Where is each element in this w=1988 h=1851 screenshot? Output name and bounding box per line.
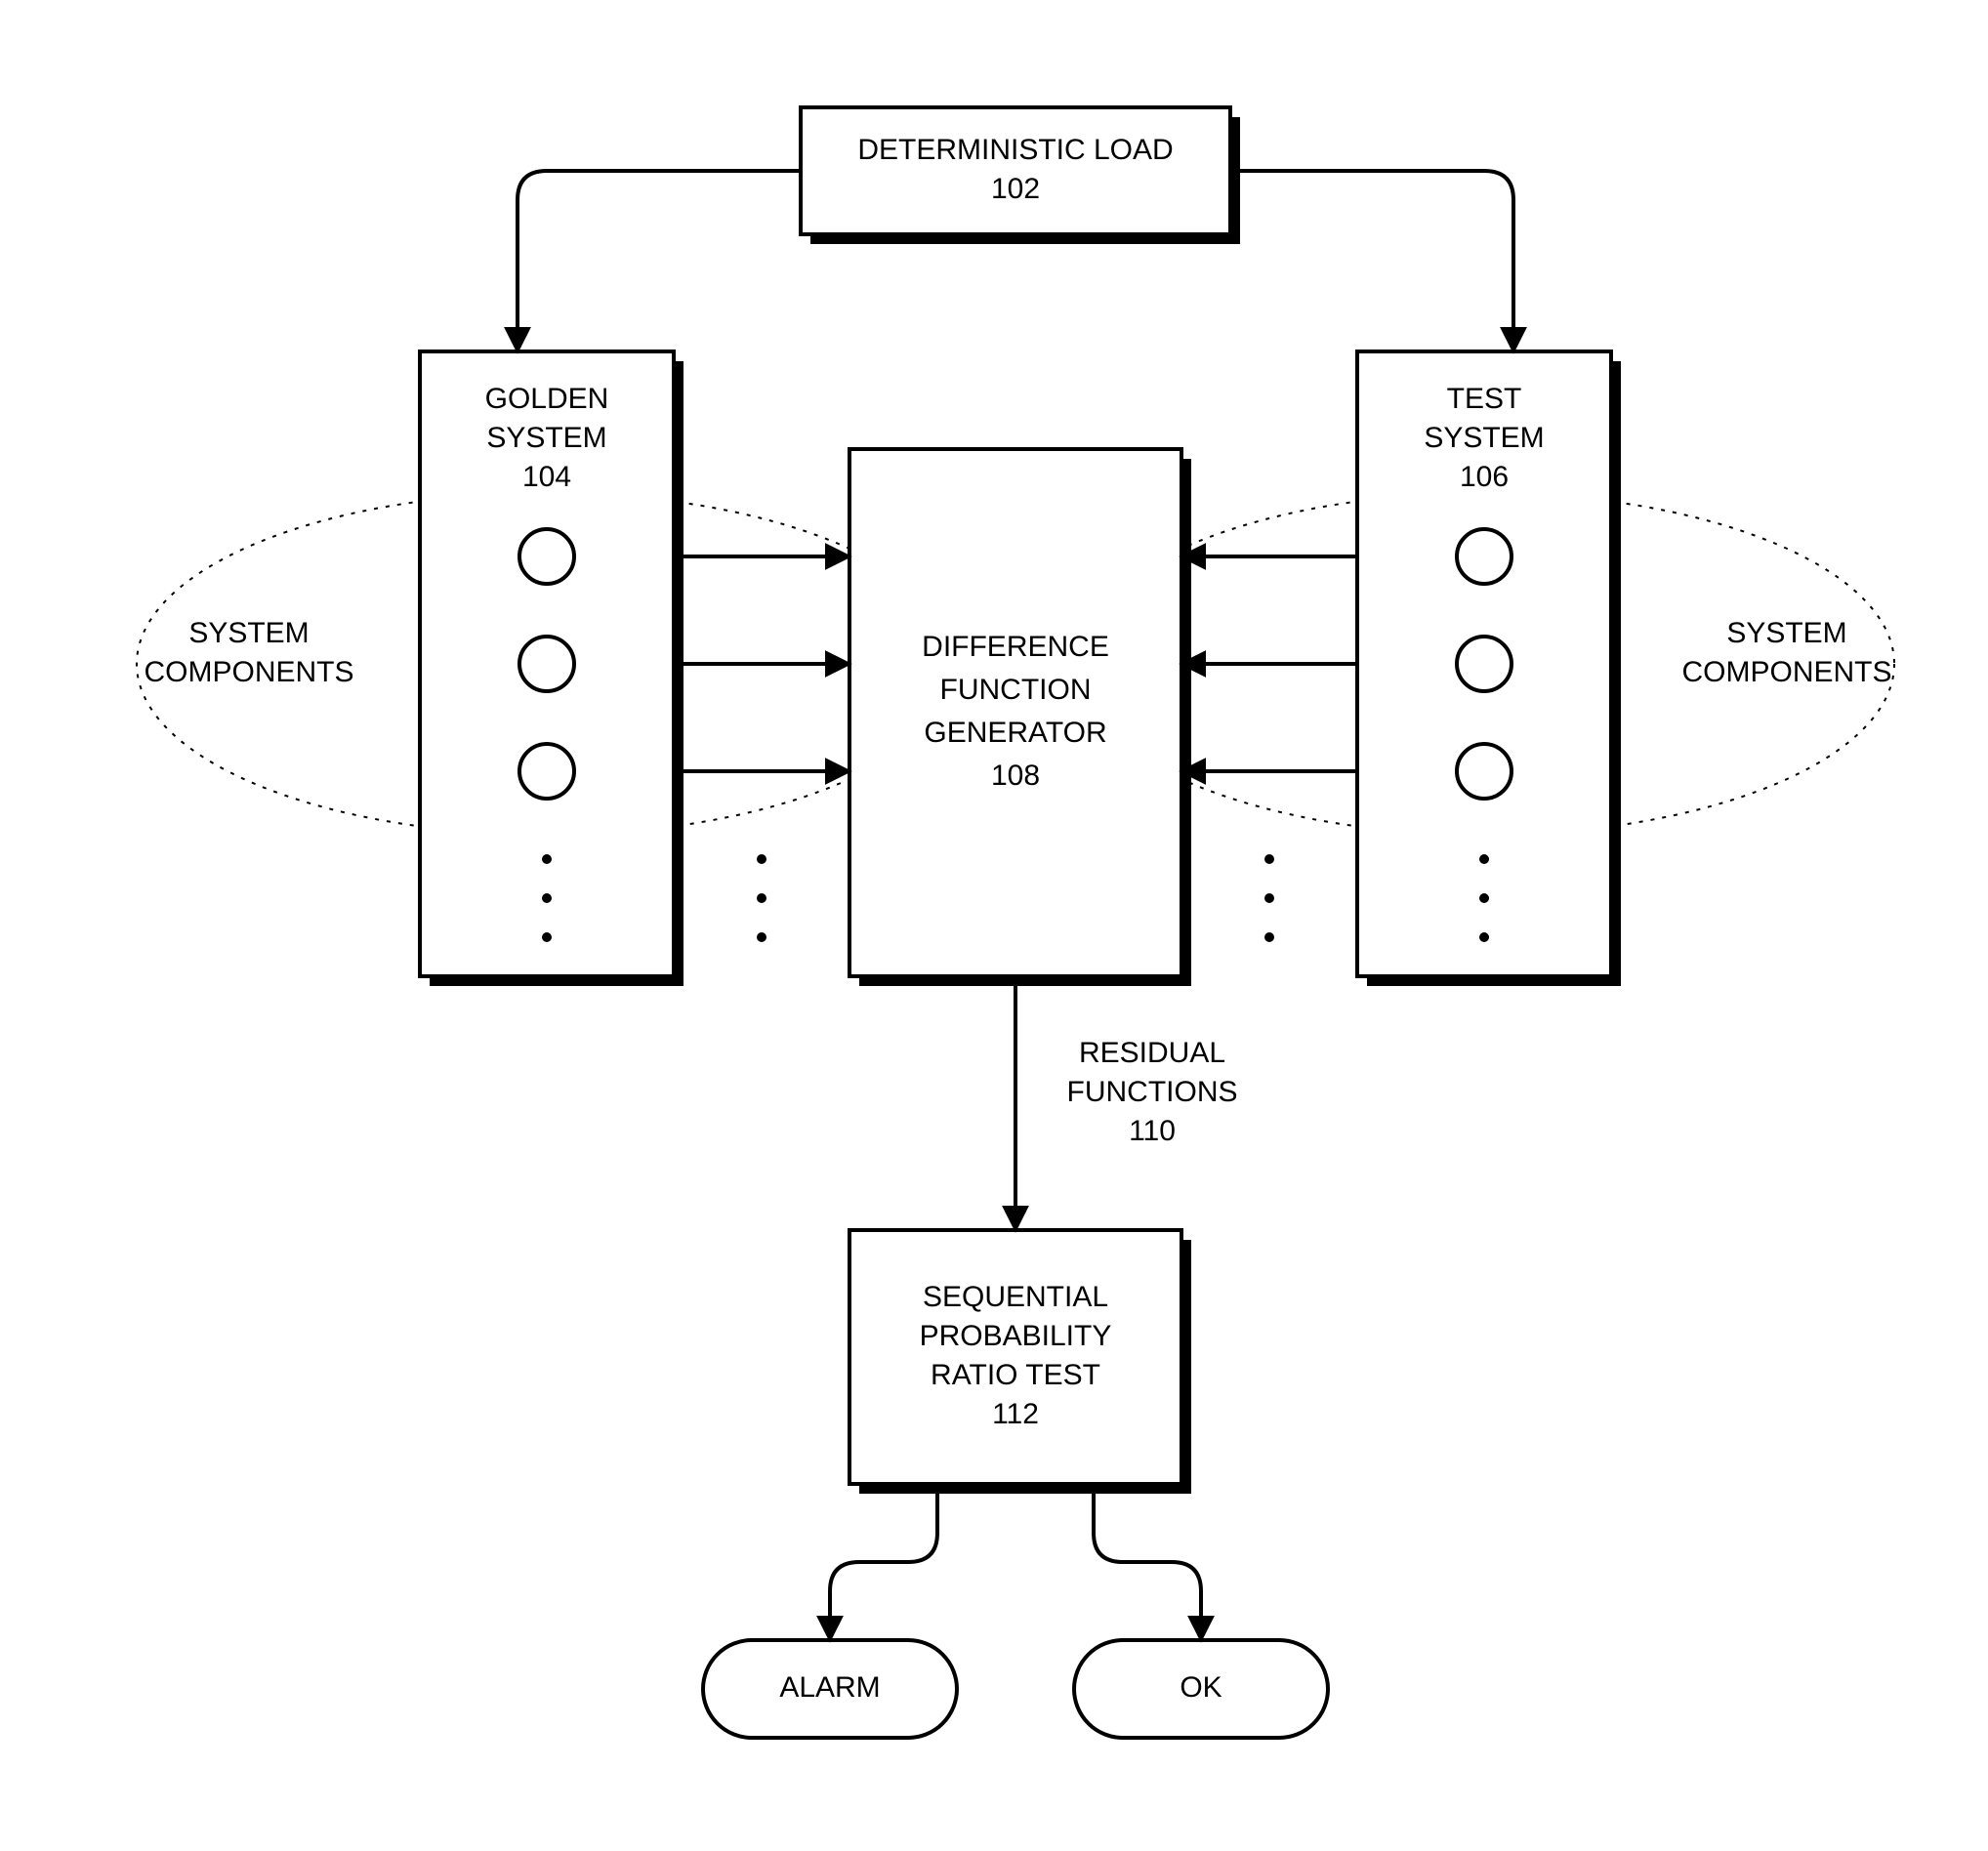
golden-system-label-line-1: SYSTEM bbox=[486, 422, 606, 454]
svg-text:SYSTEM: SYSTEM bbox=[1726, 617, 1846, 649]
node-test-system: TEST SYSTEM 106 bbox=[1357, 351, 1621, 986]
arrow-sprt_to_ok bbox=[1094, 1484, 1201, 1640]
diff-func-gen-label-line-3: 108 bbox=[991, 760, 1040, 792]
arrow-load_to_golden bbox=[518, 171, 801, 351]
residual-label: RESIDUAL FUNCTIONS 110 bbox=[1067, 1037, 1238, 1147]
sprt-label-line-1: PROBABILITY bbox=[920, 1320, 1112, 1352]
flowchart-diagram: DETERMINISTIC LOAD 102 GOLDEN SYSTEM 104 TEST… bbox=[0, 0, 1988, 1851]
node-deterministic-load: DETERMINISTIC LOAD 102 bbox=[801, 107, 1240, 244]
deterministic-load-label-line-1: 102 bbox=[991, 173, 1040, 205]
mid-dots-right bbox=[1264, 854, 1274, 864]
node-alarm: ALARM bbox=[703, 1640, 957, 1738]
sprt-label-line-0: SEQUENTIAL bbox=[923, 1281, 1108, 1313]
node-sprt: SEQUENTIAL PROBABILITY RATIO TEST 112 bbox=[849, 1230, 1191, 1494]
diff-func-gen-label-line-2: GENERATOR bbox=[924, 717, 1106, 749]
diff-func-gen-label-line-0: DIFFERENCE bbox=[922, 631, 1109, 663]
svg-text:SYSTEM: SYSTEM bbox=[188, 617, 309, 649]
node-diff-func-gen: DIFFERENCE FUNCTION GENERATOR 108 bbox=[849, 449, 1191, 986]
test-component-circle-0 bbox=[1457, 529, 1512, 584]
svg-text:FUNCTIONS: FUNCTIONS bbox=[1067, 1076, 1238, 1108]
sprt-label-line-3: 112 bbox=[992, 1398, 1039, 1430]
node-golden-system: GOLDEN SYSTEM 104 bbox=[420, 351, 683, 986]
test-system-label-line-2: 106 bbox=[1460, 461, 1509, 493]
node-ok: OK bbox=[1074, 1640, 1328, 1738]
arrow-sprt_to_alarm bbox=[830, 1484, 937, 1640]
golden-component-circle-0 bbox=[519, 529, 574, 584]
diff-func-gen-label-line-1: FUNCTION bbox=[940, 674, 1092, 706]
components-label-right: SYSTEM COMPONENTS bbox=[1681, 617, 1891, 688]
test-component-circle-1 bbox=[1457, 637, 1512, 691]
mid-dots-left bbox=[757, 932, 766, 942]
arrow-load_to_test bbox=[1230, 171, 1513, 351]
alarm-label-line-0: ALARM bbox=[779, 1671, 880, 1704]
mid-dots-left bbox=[757, 893, 766, 903]
svg-text:COMPONENTS: COMPONENTS bbox=[1681, 656, 1891, 688]
mid-dots-left bbox=[757, 854, 766, 864]
test-component-circle-2 bbox=[1457, 744, 1512, 799]
sprt-label-line-2: RATIO TEST bbox=[931, 1359, 1100, 1391]
components-label-left: SYSTEM COMPONENTS bbox=[144, 617, 353, 688]
svg-text:COMPONENTS: COMPONENTS bbox=[144, 656, 353, 688]
test-system-label-line-1: SYSTEM bbox=[1424, 422, 1544, 454]
mid-dots-right bbox=[1264, 932, 1274, 942]
svg-text:RESIDUAL: RESIDUAL bbox=[1079, 1037, 1225, 1069]
ok-label-line-0: OK bbox=[1180, 1671, 1222, 1704]
svg-text:110: 110 bbox=[1129, 1115, 1176, 1147]
mid-dots-right bbox=[1264, 893, 1274, 903]
test-system-label-line-0: TEST bbox=[1447, 383, 1522, 415]
deterministic-load-label-line-0: DETERMINISTIC LOAD bbox=[857, 134, 1173, 166]
golden-system-label-line-2: 104 bbox=[522, 461, 571, 493]
golden-component-circle-1 bbox=[519, 637, 574, 691]
golden-component-circle-2 bbox=[519, 744, 574, 799]
golden-system-label-line-0: GOLDEN bbox=[485, 383, 609, 415]
